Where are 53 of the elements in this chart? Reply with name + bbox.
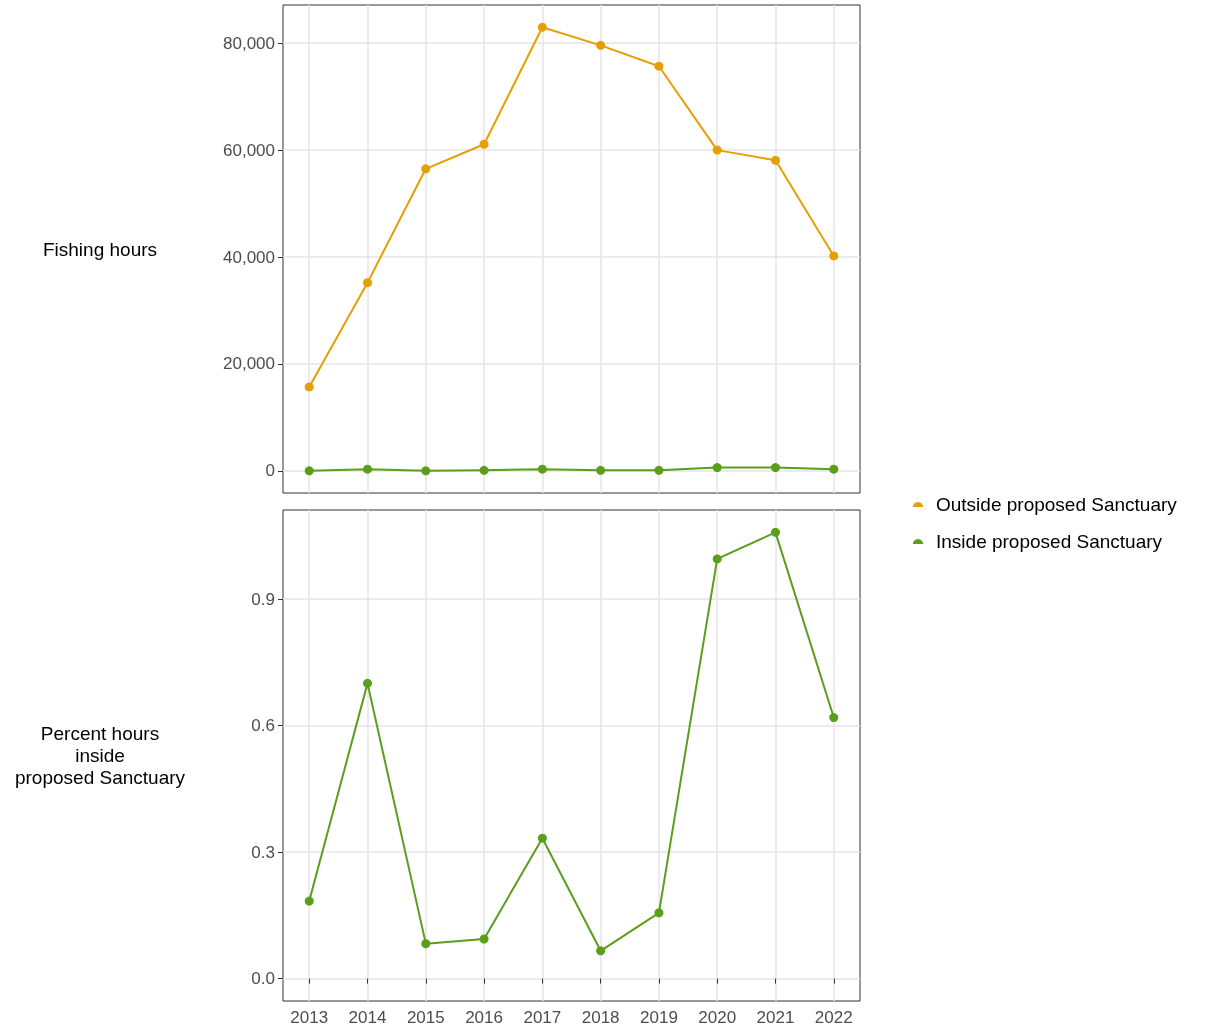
point xyxy=(771,155,780,165)
y-tick-label: 0 xyxy=(265,461,275,481)
legend-label: Outside proposed Sanctuary xyxy=(936,494,1178,515)
x-tick-label: 2020 xyxy=(698,1008,737,1027)
point xyxy=(537,833,547,843)
y-axis-title: Fishing hours xyxy=(42,238,158,260)
x-tick-label: 2017 xyxy=(523,1008,562,1027)
point xyxy=(363,278,373,288)
point xyxy=(654,465,664,475)
y-tick-label: 40,000 xyxy=(223,247,275,267)
point xyxy=(712,463,722,473)
x-tick-label: 2019 xyxy=(640,1008,678,1027)
x-tick-label: 2018 xyxy=(581,1008,620,1027)
point xyxy=(537,464,547,474)
point xyxy=(363,678,373,688)
legend-label: Inside proposed Sanctuary xyxy=(936,531,1163,552)
point xyxy=(829,251,839,261)
y-tick-label: 0.6 xyxy=(251,716,275,736)
y-tick-label: 0.9 xyxy=(251,589,275,609)
point xyxy=(829,713,839,723)
point xyxy=(654,61,664,71)
point xyxy=(596,946,606,956)
point xyxy=(304,382,314,392)
point xyxy=(654,908,664,918)
point xyxy=(479,934,489,944)
point xyxy=(421,939,431,949)
y-tick-label: 20,000 xyxy=(223,354,275,374)
y-tick-label: 60,000 xyxy=(223,140,275,160)
point xyxy=(479,139,489,149)
point xyxy=(363,464,373,474)
point xyxy=(304,896,314,906)
x-tick-label: 2014 xyxy=(348,1008,387,1027)
point xyxy=(771,463,780,473)
x-tick-label: 2013 xyxy=(290,1008,329,1027)
x-tick-label: 2022 xyxy=(814,1008,853,1027)
point xyxy=(596,40,606,50)
point xyxy=(712,554,722,564)
y-tick-label: 80,000 xyxy=(223,33,275,53)
point xyxy=(479,465,489,475)
point xyxy=(596,465,606,475)
point xyxy=(712,145,722,155)
point xyxy=(421,164,431,174)
point xyxy=(421,466,431,476)
y-tick-label: 0.0 xyxy=(251,969,275,989)
point xyxy=(771,527,780,537)
y-axis-title: Percent hours inside proposed Sanctuary xyxy=(14,723,186,788)
x-tick-label: 2015 xyxy=(406,1008,445,1027)
point xyxy=(537,22,547,32)
y-tick-label: 0.3 xyxy=(251,842,275,862)
point xyxy=(829,464,839,474)
point xyxy=(304,466,314,476)
x-tick-label: 2021 xyxy=(756,1008,795,1027)
x-tick-label: 2016 xyxy=(465,1008,503,1027)
